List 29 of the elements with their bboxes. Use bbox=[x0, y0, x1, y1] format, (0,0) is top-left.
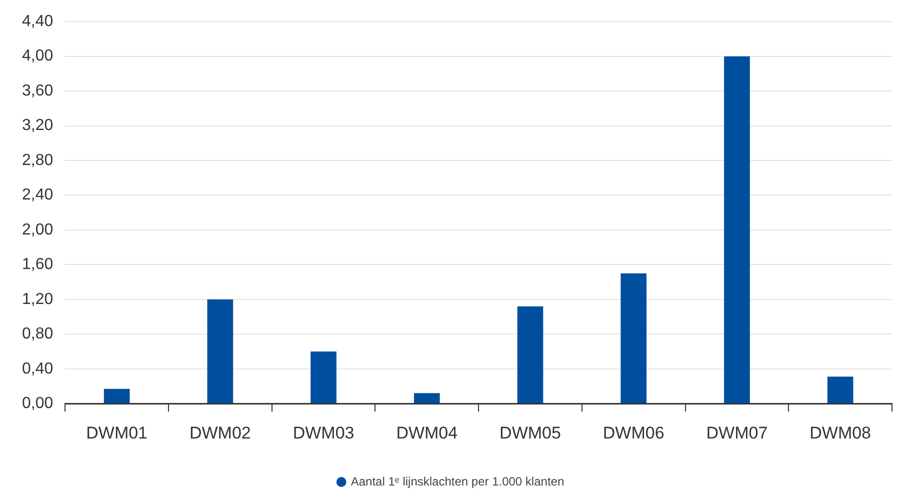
x-tick-label: DWM08 bbox=[810, 423, 872, 442]
y-tick-label: 2,40 bbox=[22, 186, 54, 204]
x-tick-label: DWM02 bbox=[189, 423, 251, 442]
y-tick-label: 0,80 bbox=[22, 326, 54, 343]
legend-label: Aantal 1ᵉ lijnsklachten per 1.000 klanten bbox=[350, 474, 564, 488]
x-tick-label: DWM04 bbox=[396, 423, 458, 442]
y-tick-label: 0,40 bbox=[22, 360, 54, 378]
bar bbox=[517, 306, 544, 404]
x-tick-label: DWM03 bbox=[292, 423, 354, 442]
y-tick-label: 1,60 bbox=[22, 256, 54, 274]
x-tick-label: DWM01 bbox=[86, 423, 148, 442]
y-tick-label: 2,00 bbox=[22, 221, 54, 238]
y-tick-label: 3,60 bbox=[22, 82, 54, 100]
bar bbox=[104, 388, 130, 404]
y-tick-label: 0,00 bbox=[22, 395, 54, 412]
bar bbox=[724, 56, 750, 404]
y-tick-label: 3,20 bbox=[22, 117, 54, 134]
bar bbox=[207, 299, 234, 404]
y-tick-label: 2,80 bbox=[22, 152, 54, 169]
bar bbox=[620, 273, 647, 404]
bar bbox=[414, 393, 440, 404]
y-tick-label: 4,40 bbox=[22, 13, 54, 30]
y-tick-label: 4,00 bbox=[22, 48, 54, 65]
bar bbox=[310, 352, 336, 404]
x-tick-label: DWM06 bbox=[602, 423, 664, 442]
bar bbox=[827, 376, 854, 404]
x-tick-label: DWM05 bbox=[500, 423, 561, 442]
y-tick-label: 1,20 bbox=[22, 290, 54, 308]
x-tick-label: DWM07 bbox=[706, 423, 768, 442]
